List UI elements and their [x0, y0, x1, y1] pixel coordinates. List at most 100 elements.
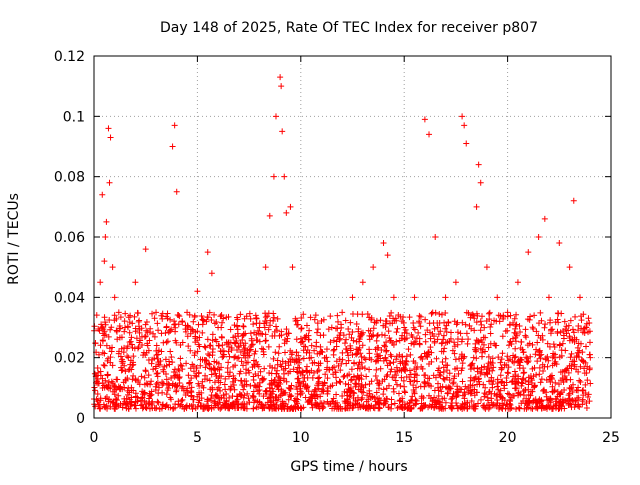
data-point: [343, 360, 350, 367]
data-point: [273, 393, 280, 400]
data-point: [383, 348, 390, 355]
data-point: [462, 321, 469, 328]
data-point: [282, 360, 289, 367]
data-point: [320, 316, 327, 323]
data-point: [376, 380, 383, 387]
data-point: [279, 128, 286, 135]
data-point: [431, 339, 438, 346]
data-point: [132, 328, 139, 335]
data-point: [113, 396, 120, 403]
data-point: [324, 390, 331, 397]
data-point: [238, 393, 245, 400]
data-point: [349, 328, 356, 335]
data-point: [352, 401, 359, 408]
data-point: [211, 366, 218, 373]
data-point: [131, 402, 138, 409]
data-point: [410, 319, 417, 326]
data-point: [163, 376, 170, 383]
data-point: [383, 373, 390, 380]
data-point: [121, 318, 128, 325]
data-point: [377, 317, 384, 324]
data-point: [422, 338, 429, 345]
data-point: [150, 366, 157, 373]
data-point: [262, 401, 269, 408]
data-point: [336, 378, 343, 385]
data-point: [124, 387, 131, 394]
data-point: [464, 405, 471, 412]
data-point: [176, 313, 183, 320]
data-point: [139, 388, 146, 395]
data-point: [189, 326, 196, 333]
data-point: [184, 385, 191, 392]
data-point: [395, 312, 402, 319]
data-point: [512, 325, 519, 332]
data-point: [534, 358, 541, 365]
data-point: [214, 365, 221, 372]
data-point: [521, 369, 528, 376]
data-point: [432, 401, 439, 408]
data-point: [454, 405, 461, 412]
data-point: [523, 354, 530, 361]
data-point: [586, 339, 593, 346]
data-point: [538, 351, 545, 358]
data-point: [511, 315, 518, 322]
data-point: [113, 327, 120, 334]
data-point: [153, 309, 160, 316]
data-point: [406, 374, 413, 381]
data-point: [184, 333, 191, 340]
data-point: [300, 355, 307, 362]
data-point: [267, 398, 274, 405]
data-point: [497, 393, 504, 400]
data-point: [132, 279, 139, 286]
data-point: [204, 249, 211, 256]
data-point: [524, 316, 531, 323]
data-point: [393, 372, 400, 379]
data-point: [121, 328, 128, 335]
x-tick-label: 25: [602, 430, 620, 446]
data-point: [158, 348, 165, 355]
data-point: [315, 360, 322, 367]
data-point: [575, 368, 582, 375]
data-point: [271, 314, 278, 321]
data-point: [113, 328, 120, 335]
data-point: [545, 402, 552, 409]
data-point: [547, 317, 554, 324]
data-point: [170, 369, 177, 376]
data-point: [151, 315, 158, 322]
data-point: [222, 401, 229, 408]
data-point: [439, 358, 446, 365]
data-point: [174, 374, 181, 381]
data-point: [398, 374, 405, 381]
data-point: [554, 310, 561, 317]
data-point: [155, 327, 162, 334]
data-point: [343, 404, 350, 411]
data-point: [470, 354, 477, 361]
data-point: [102, 319, 109, 326]
data-point: [306, 327, 313, 334]
data-point: [125, 366, 132, 373]
data-point: [370, 264, 377, 271]
data-point: [339, 309, 346, 316]
data-point: [289, 356, 296, 363]
data-point: [229, 401, 236, 408]
data-point: [358, 396, 365, 403]
data-point: [241, 350, 248, 357]
data-point: [537, 355, 544, 362]
data-point: [314, 393, 321, 400]
data-point: [146, 337, 153, 344]
data-point: [516, 362, 523, 369]
data-point: [282, 389, 289, 396]
data-point: [102, 395, 109, 402]
data-point: [129, 320, 136, 327]
data-point: [287, 368, 294, 375]
data-point: [452, 356, 459, 363]
data-point: [195, 321, 202, 328]
data-point: [387, 368, 394, 375]
data-point: [581, 370, 588, 377]
data-point: [229, 378, 236, 385]
data-point: [171, 366, 178, 373]
data-point: [215, 324, 222, 331]
data-point: [141, 381, 148, 388]
data-point: [153, 342, 160, 349]
data-point: [333, 380, 340, 387]
